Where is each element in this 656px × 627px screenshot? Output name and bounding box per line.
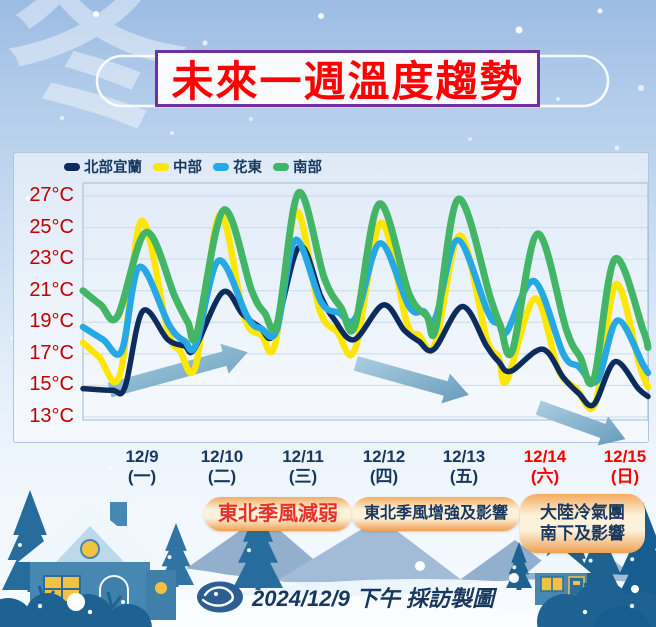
annotation-pill-1: 東北季風減弱 bbox=[204, 497, 352, 531]
legend-item-1: 中部 bbox=[153, 156, 202, 177]
annotation-pill-3: 大陸冷氣團 南下及影響 bbox=[520, 494, 645, 553]
legend-label: 中部 bbox=[173, 160, 202, 176]
annotation-pill-2: 東北季風增強及影響 bbox=[352, 497, 520, 531]
legend-label: 北部宜蘭 bbox=[84, 160, 142, 176]
legend-item-0: 北部宜蘭 bbox=[64, 156, 142, 177]
page-title: 未來一週溫度趨勢 bbox=[171, 58, 524, 105]
title-box: 未來一週溫度趨勢 bbox=[155, 50, 540, 107]
x-tick-label-12/13: 12/13 (五) bbox=[442, 447, 486, 486]
x-tick-label-12/12: 12/12 (四) bbox=[362, 447, 406, 486]
credit-text: 2024/12/9 下午 採訪製圖 bbox=[252, 586, 495, 611]
y-tick-label: 25°C bbox=[29, 215, 74, 238]
left-house bbox=[18, 494, 176, 621]
cwa-logo-icon bbox=[197, 581, 243, 613]
y-tick-label: 17°C bbox=[29, 341, 74, 364]
legend-item-3: 南部 bbox=[273, 156, 322, 177]
y-tick-label: 13°C bbox=[29, 405, 74, 427]
legend-item-2: 花東 bbox=[213, 156, 262, 177]
legend-label: 南部 bbox=[293, 160, 322, 176]
legend-label: 花東 bbox=[233, 160, 262, 176]
x-tick-label-12/15: 12/15 (日) bbox=[603, 447, 647, 486]
legend-swatch bbox=[64, 162, 80, 171]
snowballs bbox=[67, 561, 639, 611]
x-tick-label-12/9: 12/9 (一) bbox=[125, 447, 159, 486]
chart-legend: 北部宜蘭 中部 花東 南部 bbox=[64, 156, 322, 177]
y-tick-label: 19°C bbox=[29, 310, 74, 333]
bushes bbox=[0, 581, 656, 627]
x-tick-label-12/10: 12/10 (二) bbox=[200, 447, 244, 486]
y-tick-label: 21°C bbox=[29, 278, 74, 301]
credit-row: 2024/12/9 下午 採訪製圖 bbox=[196, 580, 494, 614]
legend-swatch bbox=[273, 162, 289, 171]
y-tick-label: 27°C bbox=[29, 183, 74, 206]
x-tick-label-12/11: 12/11 (三) bbox=[282, 447, 324, 486]
legend-swatch bbox=[213, 162, 229, 171]
y-tick-label: 23°C bbox=[29, 247, 74, 270]
y-tick-label: 15°C bbox=[29, 373, 74, 396]
x-tick-label-12/14: 12/14 (六) bbox=[523, 447, 567, 486]
legend-swatch bbox=[153, 162, 169, 171]
chart-panel bbox=[13, 152, 649, 443]
